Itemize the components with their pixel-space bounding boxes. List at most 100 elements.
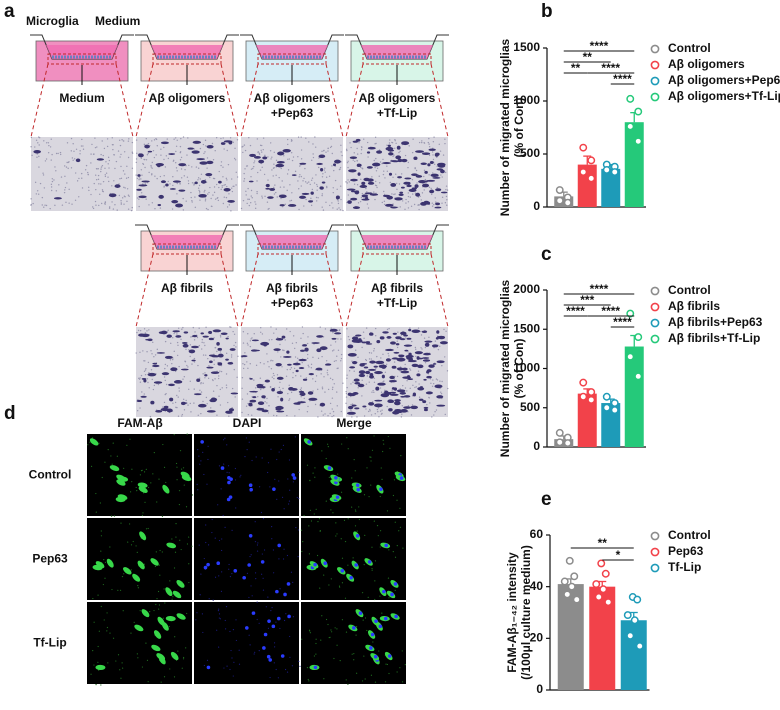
- cell: [147, 150, 153, 153]
- texture: [286, 173, 289, 175]
- texture: [404, 387, 407, 389]
- texture: [376, 408, 379, 411]
- texture: [140, 192, 143, 194]
- speck: [188, 581, 190, 584]
- speck: [328, 584, 330, 586]
- cell: [138, 184, 148, 187]
- speck: [335, 535, 337, 537]
- texture: [81, 177, 83, 179]
- texture: [253, 162, 255, 164]
- speck: [218, 465, 221, 467]
- texture: [371, 391, 373, 393]
- texture: [152, 149, 155, 152]
- cell: [415, 175, 423, 178]
- texture: [226, 179, 228, 181]
- texture: [360, 152, 362, 155]
- speck: [121, 575, 124, 578]
- texture: [426, 403, 428, 406]
- texture: [230, 178, 233, 180]
- texture: [335, 360, 337, 362]
- texture: [146, 154, 149, 156]
- speck: [126, 444, 128, 446]
- data-point: [604, 598, 613, 607]
- texture: [420, 330, 422, 333]
- speck: [218, 613, 221, 615]
- cell: [169, 397, 174, 402]
- legend-label: Aβ fibrils+Tf-Lip: [668, 331, 760, 345]
- speck: [323, 678, 325, 680]
- speck: [155, 551, 157, 553]
- condition-label: +Pep63: [271, 106, 314, 120]
- speck: [267, 596, 269, 598]
- speck: [214, 576, 217, 578]
- texture: [38, 166, 40, 168]
- cell: [249, 153, 256, 157]
- texture: [401, 413, 403, 415]
- cell: [432, 176, 441, 179]
- texture: [95, 179, 98, 181]
- texture: [333, 383, 335, 385]
- speck: [362, 619, 364, 621]
- texture: [219, 388, 222, 391]
- green-cell: [139, 531, 147, 541]
- texture: [316, 183, 318, 186]
- texture: [411, 151, 414, 154]
- texture: [66, 161, 68, 164]
- zoom-line: [430, 253, 449, 328]
- speck: [286, 671, 289, 673]
- y-axis-label: (/100μl culture medium): [519, 545, 533, 680]
- texture: [203, 191, 205, 193]
- texture: [246, 202, 248, 205]
- texture: [219, 404, 222, 406]
- texture: [350, 383, 352, 385]
- texture: [36, 153, 38, 155]
- speck: [265, 606, 267, 608]
- cell: [364, 192, 373, 195]
- data-point: [601, 569, 610, 578]
- texture: [270, 368, 273, 370]
- texture: [131, 151, 134, 153]
- nucleus: [313, 562, 317, 567]
- texture: [382, 158, 384, 161]
- texture: [350, 146, 352, 149]
- cell: [426, 369, 432, 373]
- speck: [123, 573, 125, 575]
- speck: [251, 459, 253, 462]
- speck: [256, 544, 259, 546]
- speck: [297, 529, 300, 531]
- texture: [204, 139, 207, 142]
- nucleus: [383, 616, 388, 621]
- speck: [183, 484, 185, 486]
- speck: [291, 665, 293, 667]
- texture: [363, 138, 365, 140]
- texture: [298, 176, 300, 178]
- speck: [107, 448, 109, 451]
- texture: [415, 348, 417, 350]
- cell: [182, 342, 188, 344]
- texture: [209, 186, 211, 189]
- texture: [204, 198, 207, 200]
- cell: [411, 363, 419, 368]
- texture: [321, 176, 324, 178]
- texture: [95, 204, 97, 206]
- texture: [260, 149, 262, 151]
- texture: [340, 410, 342, 413]
- speck: [112, 442, 114, 444]
- speck: [358, 518, 360, 521]
- texture: [202, 143, 205, 146]
- texture: [143, 158, 145, 161]
- texture: [340, 338, 342, 340]
- data-point: [626, 122, 635, 131]
- speck: [175, 536, 177, 538]
- texture: [418, 383, 420, 385]
- texture: [354, 349, 357, 351]
- cell: [435, 336, 439, 340]
- texture: [95, 167, 98, 170]
- texture: [274, 184, 276, 186]
- cell: [249, 378, 253, 380]
- cell: [275, 405, 284, 410]
- speck: [315, 508, 317, 510]
- texture: [101, 189, 104, 191]
- texture: [251, 197, 253, 199]
- texture: [437, 348, 440, 351]
